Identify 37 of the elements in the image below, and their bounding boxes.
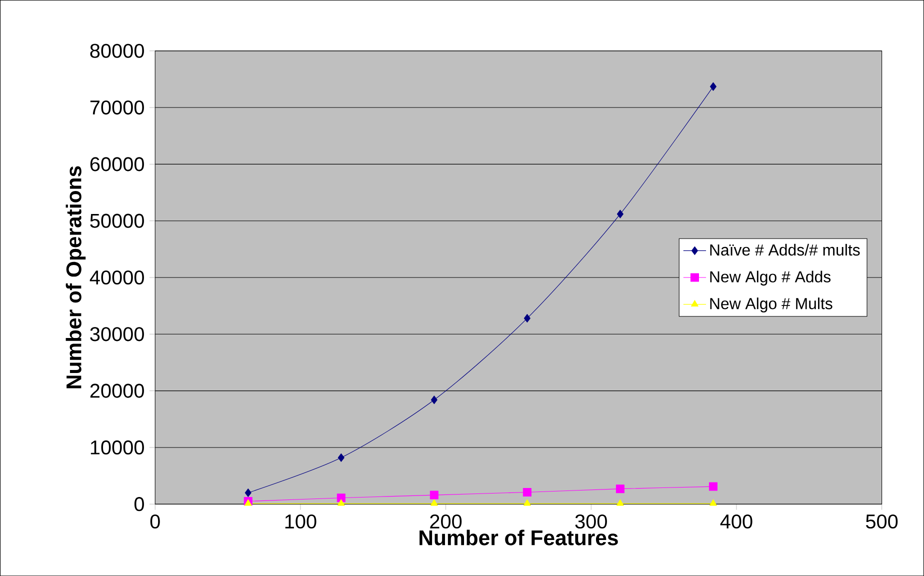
x-axis-title: Number of Features	[420, 530, 618, 546]
point	[710, 499, 717, 506]
y-tick-label: 60000	[90, 157, 144, 172]
point	[244, 499, 252, 506]
legend-label: New Algo # Mults	[710, 297, 832, 312]
point	[522, 488, 532, 496]
point	[523, 499, 531, 506]
x-tick-label: 0	[150, 514, 160, 528]
y-tick-label: 40000	[90, 270, 144, 284]
x-tick-label: 300	[575, 514, 607, 528]
y-tick-label: 0	[134, 496, 144, 512]
y-tick-label: 20000	[90, 384, 144, 398]
point	[336, 494, 346, 502]
x-tick-label: 400	[720, 514, 752, 528]
y-tick-label: 80000	[90, 44, 144, 58]
x-tick-label: 500	[866, 514, 898, 528]
legend-label: New Algo # Adds	[710, 270, 831, 286]
point	[524, 314, 530, 322]
point	[430, 490, 438, 500]
point	[337, 499, 345, 506]
legend-label: Naïve # Adds/# mults	[710, 244, 860, 256]
y-axis-title: Number of Operations	[66, 166, 86, 388]
point	[708, 482, 718, 491]
y-tick-label: 70000	[90, 100, 144, 115]
y-tick-label: 10000	[90, 440, 144, 454]
point	[616, 210, 624, 218]
x-tick-label: 100	[285, 514, 316, 528]
point	[616, 499, 624, 506]
y-tick-label: 30000	[90, 327, 144, 342]
x-tick-label: 200	[430, 514, 462, 528]
point	[244, 488, 252, 497]
point	[616, 484, 624, 493]
point	[338, 453, 344, 462]
y-tick-label: 50000	[90, 214, 144, 228]
point	[430, 396, 438, 404]
point	[710, 82, 716, 91]
point	[430, 499, 438, 506]
